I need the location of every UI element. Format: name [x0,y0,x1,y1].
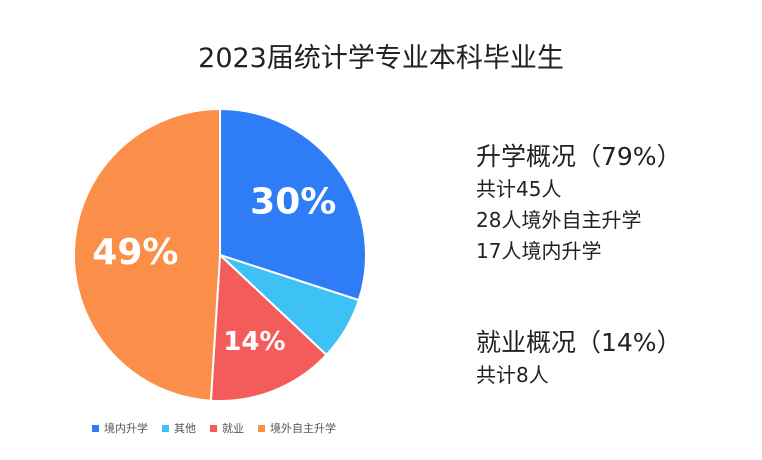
chart-title: 2023届统计学专业本科毕业生 [198,43,564,74]
pie-slice-2 [209,252,328,402]
further-study-abroad: 28人境外自主升学 [476,208,642,232]
legend-label-employment: 就业 [222,422,244,435]
employment-summary: 就业概况（14%） 共计8人 [476,326,682,391]
legend-swatch-abroad [258,424,265,432]
pie-slice-label-0: 30% [250,181,336,222]
further-study-total: 共计45人 [476,177,562,201]
further-study-domestic: 17人境内升学 [476,239,602,263]
legend-label-other: 其他 [174,422,196,435]
legend-swatch-other [162,424,169,432]
employment-heading: 就业概况（14%） [476,328,682,357]
employment-total: 共计8人 [476,363,549,387]
legend-item-employment: 就业 [210,420,244,436]
pie-slice-label-3: 49% [92,232,178,273]
pie-slice-3 [72,107,221,402]
legend-swatch-employment [210,424,217,432]
legend-item-abroad: 境外自主升学 [258,420,336,436]
legend-item-domestic: 境内升学 [92,420,148,436]
pie-slice-label-2: 14% [223,327,285,357]
legend: 境内升学 其他 就业 境外自主升学 [92,420,336,436]
pie-slice-0 [219,107,367,302]
legend-item-other: 其他 [162,420,196,436]
legend-label-abroad: 境外自主升学 [270,422,336,435]
legend-swatch-domestic [92,424,99,432]
further-study-heading: 升学概况（79%） [476,142,682,171]
further-study-summary: 升学概况（79%） 共计45人 28人境外自主升学 17人境内升学 [476,140,682,267]
legend-label-domestic: 境内升学 [104,422,148,435]
